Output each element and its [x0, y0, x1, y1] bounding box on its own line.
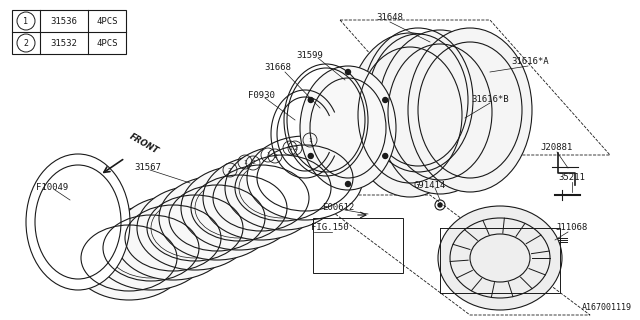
Ellipse shape	[378, 30, 502, 194]
Text: 2: 2	[24, 38, 29, 47]
Text: 4PCS: 4PCS	[96, 17, 118, 26]
Circle shape	[438, 203, 442, 207]
Circle shape	[308, 154, 313, 158]
Text: J20881: J20881	[541, 143, 573, 153]
Bar	[313, 218, 403, 273]
Text: 31616*A: 31616*A	[511, 58, 549, 67]
Ellipse shape	[71, 216, 187, 300]
Text: 1: 1	[308, 138, 312, 142]
Circle shape	[308, 98, 313, 102]
Text: 31668: 31668	[264, 63, 291, 73]
Text: 1: 1	[243, 159, 247, 164]
Text: 2: 2	[293, 146, 297, 150]
Text: 4PCS: 4PCS	[96, 38, 118, 47]
Ellipse shape	[247, 136, 363, 220]
Text: FRONT: FRONT	[128, 132, 161, 156]
Text: G91414: G91414	[414, 181, 446, 190]
Text: F0930: F0930	[248, 91, 275, 100]
Text: F10049: F10049	[36, 183, 68, 193]
Circle shape	[383, 154, 388, 158]
Ellipse shape	[203, 156, 319, 240]
Circle shape	[346, 181, 351, 187]
Ellipse shape	[115, 196, 231, 280]
Circle shape	[383, 98, 388, 102]
Text: 31616*B: 31616*B	[471, 95, 509, 105]
Ellipse shape	[181, 166, 297, 250]
Ellipse shape	[408, 28, 532, 192]
Text: E00612: E00612	[322, 204, 354, 212]
Ellipse shape	[93, 206, 209, 290]
Text: FIG.150: FIG.150	[311, 223, 349, 233]
Text: 2: 2	[251, 161, 255, 165]
Ellipse shape	[225, 146, 341, 230]
Ellipse shape	[159, 176, 275, 260]
Text: 31532: 31532	[51, 38, 77, 47]
Text: 1: 1	[266, 153, 270, 157]
Text: A167001119: A167001119	[582, 303, 632, 312]
Text: 2: 2	[228, 167, 232, 172]
Ellipse shape	[300, 66, 396, 190]
Text: 35211: 35211	[559, 173, 586, 182]
Bar	[12, 10, 126, 54]
Ellipse shape	[137, 186, 253, 270]
Ellipse shape	[348, 33, 472, 197]
Text: 2: 2	[273, 154, 277, 158]
Text: 31536: 31536	[51, 17, 77, 26]
Text: 31648: 31648	[376, 13, 403, 22]
Text: 1: 1	[288, 146, 292, 150]
Text: J11068: J11068	[556, 223, 588, 233]
Circle shape	[346, 69, 351, 75]
Text: 31567: 31567	[134, 164, 161, 172]
Text: 31599: 31599	[296, 51, 323, 60]
Text: 1: 1	[24, 17, 29, 26]
Ellipse shape	[438, 206, 562, 310]
Ellipse shape	[26, 154, 130, 290]
